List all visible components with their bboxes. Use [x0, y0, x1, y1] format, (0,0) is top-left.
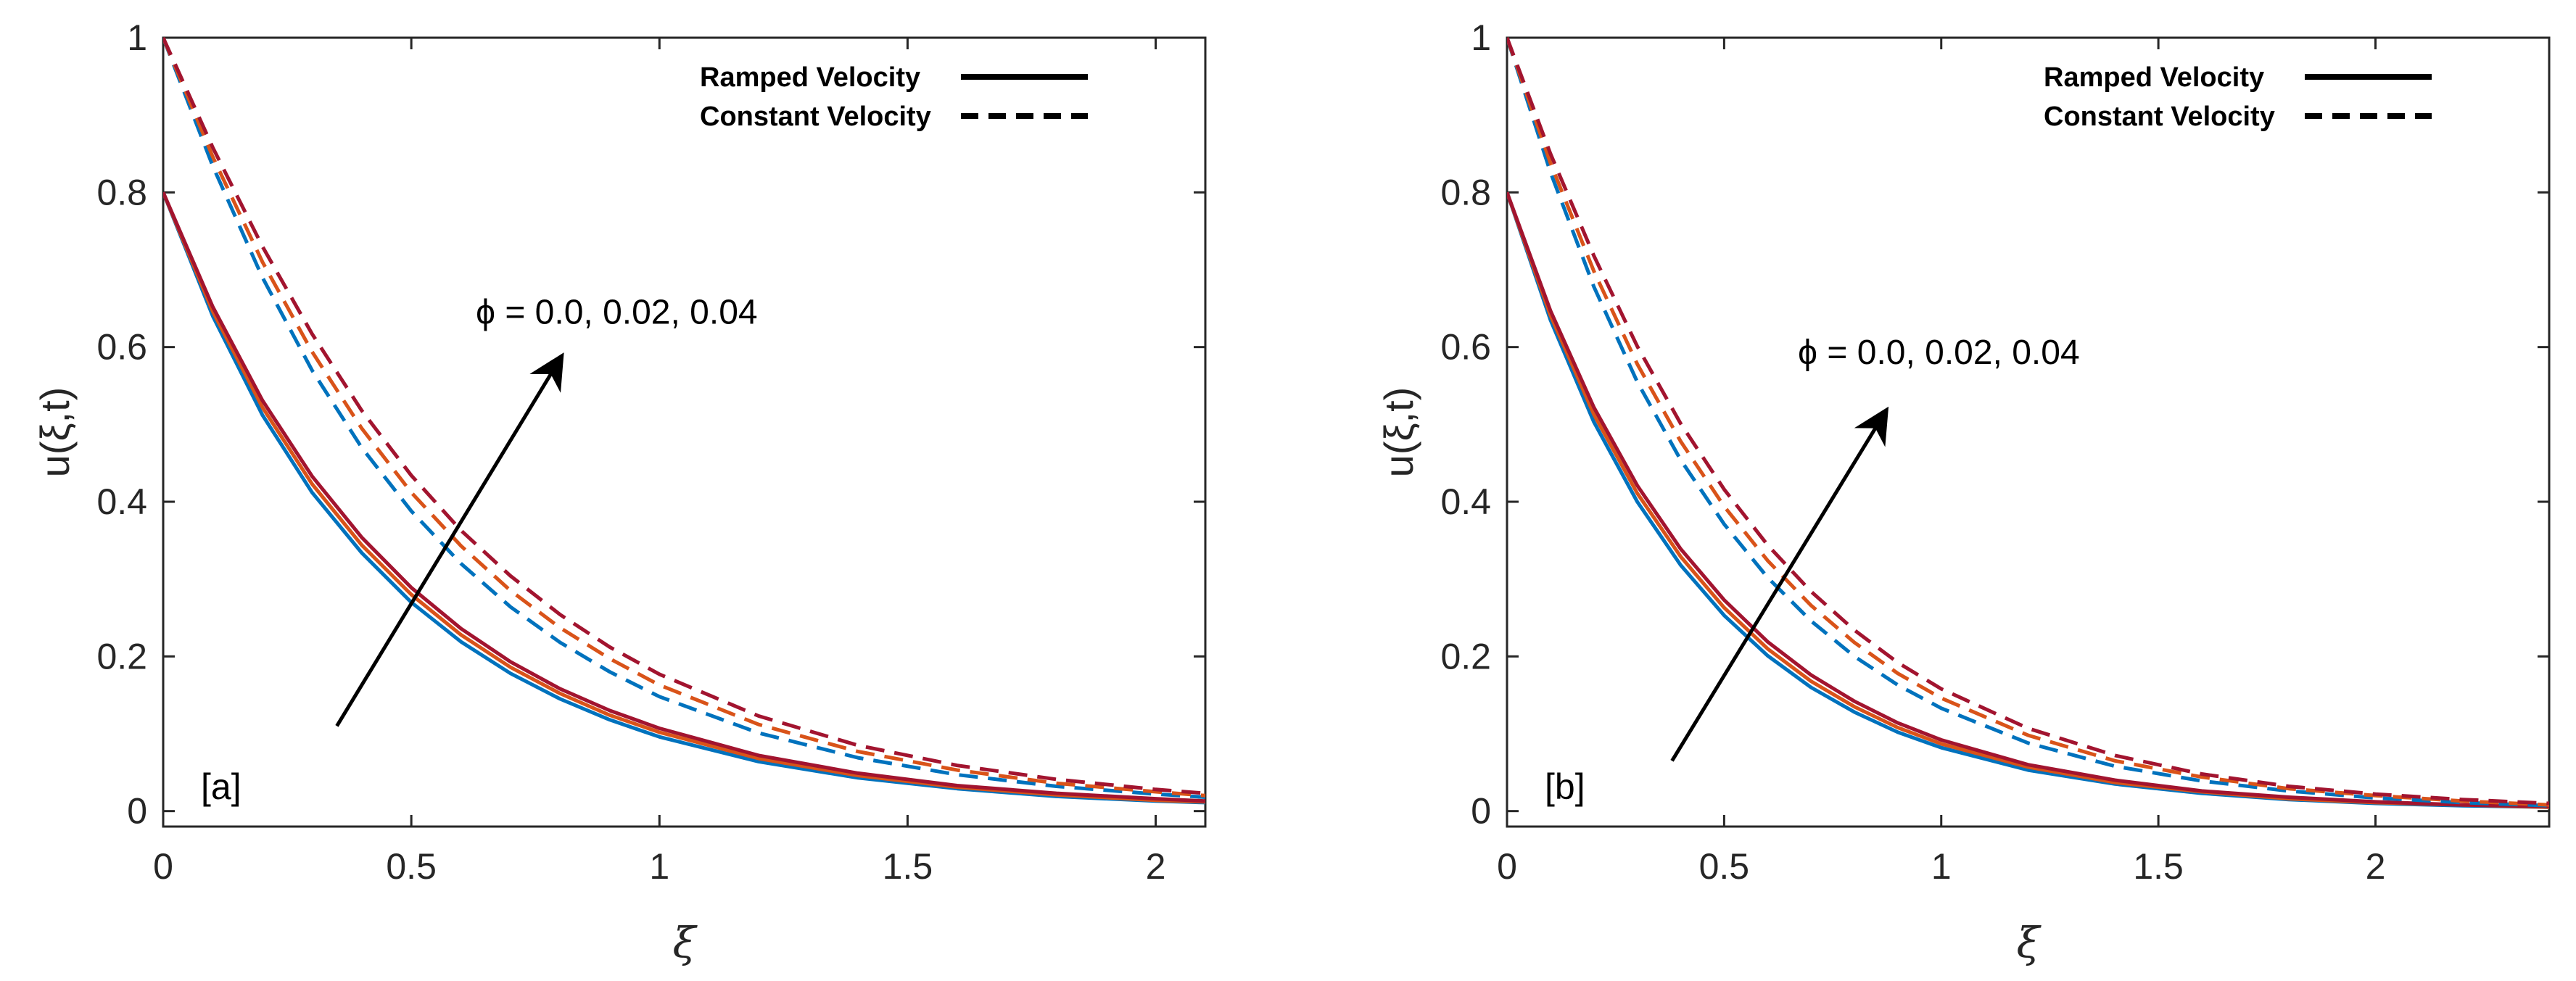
phi-annotation: ϕ = 0.0, 0.02, 0.04	[1798, 334, 2080, 372]
y-tick-label: 0.6	[1440, 327, 1491, 368]
panel-label: [a]	[201, 766, 242, 807]
series-line-3	[1507, 37, 2549, 808]
x-tick-label: 2	[1146, 846, 1166, 887]
series-line-2	[1507, 191, 2549, 808]
plot-area-frame	[162, 36, 1207, 828]
legend-label: Constant Velocity	[2044, 102, 2275, 132]
series-line-2	[163, 191, 1205, 803]
trend-arrow	[335, 352, 564, 727]
legend-label: Constant Velocity	[700, 102, 931, 132]
x-tick-label: 1.5	[883, 846, 933, 887]
x-tick-label: 0.5	[386, 846, 437, 887]
x-tick-label: 0.5	[1699, 846, 1750, 887]
series-line-4	[163, 37, 1205, 798]
y-tick-label: 0.2	[1440, 636, 1491, 676]
x-tick-label: 1	[649, 846, 669, 887]
phi-annotation: ϕ = 0.0, 0.02, 0.04	[476, 294, 758, 332]
y-axis-title: u(ξ,t)	[1376, 387, 1421, 478]
y-tick-label: 0.2	[96, 636, 147, 676]
y-tick-label: 1	[1471, 17, 1491, 58]
legend-label: Ramped Velocity	[2044, 62, 2264, 93]
legend-label: Ramped Velocity	[700, 62, 920, 93]
chart-panel-b: 0 0.5 1 1.5 2 0 0.2 0.4 0.6 0.8 1 ξ u(ξ,t) Ramped Vel…	[1376, 17, 2551, 967]
y-tick-label: 0.4	[1440, 481, 1491, 522]
series-line-3	[163, 37, 1205, 799]
y-tick-label: 0.6	[96, 327, 147, 368]
panel-label: [b]	[1545, 766, 1585, 807]
x-axis-title: ξ	[2017, 918, 2042, 967]
y-tick-label: 1	[127, 17, 147, 58]
y-tick-label: 0.8	[96, 172, 147, 212]
x-tick-label: 0	[1497, 846, 1517, 887]
y-tick-label: 0.8	[1440, 172, 1491, 212]
x-tick-label: 0	[153, 846, 173, 887]
series-line-4	[1507, 37, 2549, 807]
y-axis-title: u(ξ,t)	[32, 387, 78, 478]
plot-area-frame	[1506, 36, 2551, 828]
series-line-0	[1507, 191, 2549, 809]
trend-arrow	[1670, 406, 1889, 762]
series-line-1	[163, 191, 1205, 804]
series-line-5	[1507, 37, 2549, 806]
y-tick-label: 0	[127, 791, 147, 832]
x-tick-label: 2	[2366, 846, 2386, 887]
x-tick-label: 1.5	[2133, 846, 2184, 887]
y-tick-label: 0	[1471, 791, 1491, 832]
series-line-5	[163, 36, 1205, 795]
series-line-0	[163, 191, 1205, 805]
series-group	[1507, 37, 2549, 809]
x-axis-title: ξ	[673, 918, 698, 967]
series-group	[163, 36, 1205, 805]
y-tick-label: 0.4	[96, 481, 147, 522]
series-line-1	[1507, 191, 2549, 809]
x-tick-label: 1	[1931, 846, 1952, 887]
